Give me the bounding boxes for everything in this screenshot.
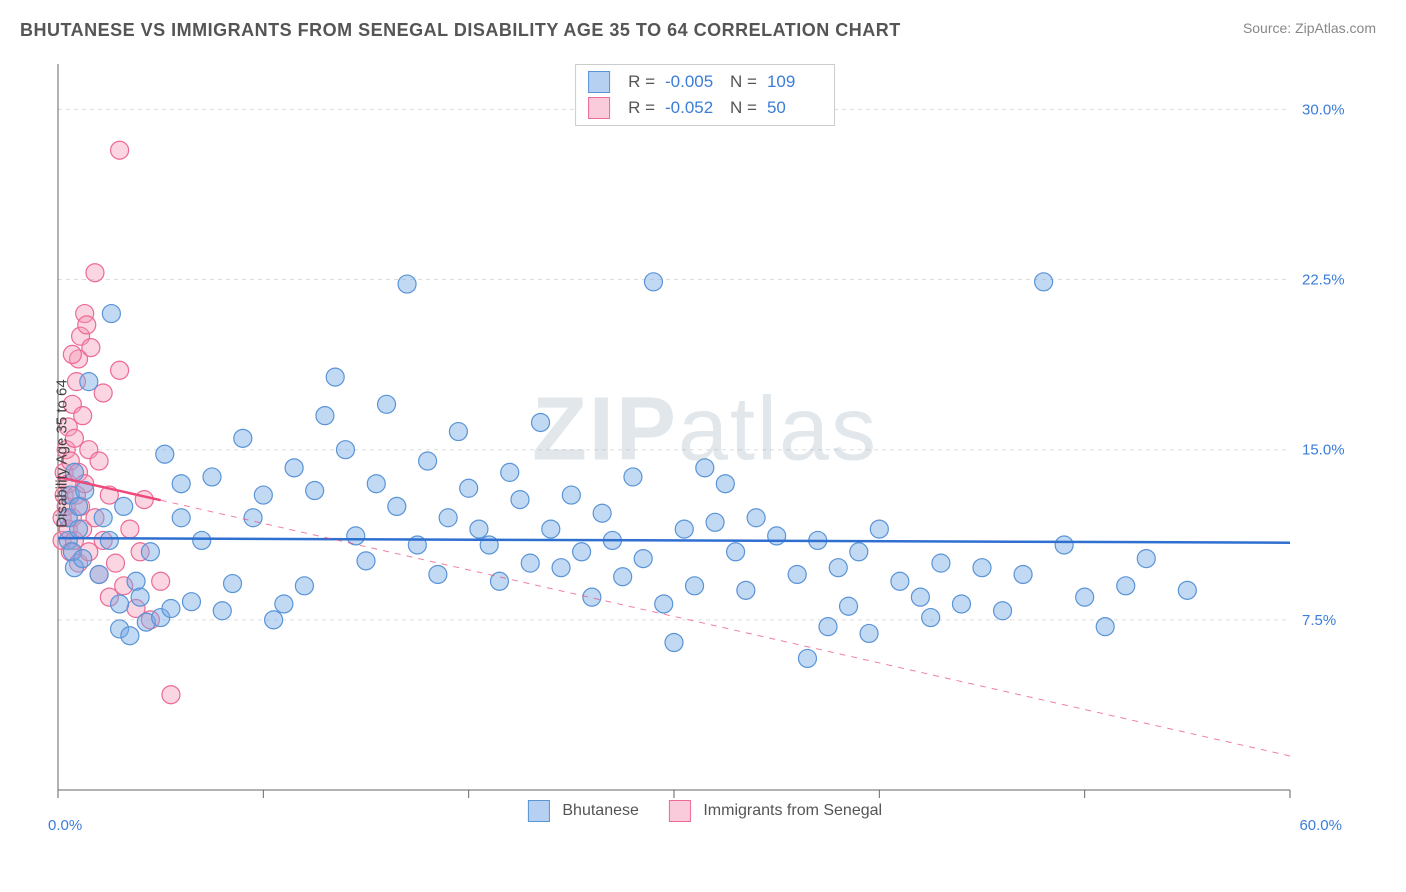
stats-legend-row: R = -0.052 N = 50 [588, 95, 822, 121]
chart-area: 7.5% 15.0% 22.5% 30.0% Disability Age 35 to… [50, 60, 1360, 830]
stat-r-value: -0.005 [665, 72, 720, 92]
svg-text:30.0%: 30.0% [1302, 101, 1345, 118]
legend-item: Immigrants from Senegal [669, 800, 882, 822]
x-axis-min-label: 0.0% [48, 817, 82, 834]
legend-item: Bhutanese [528, 800, 639, 822]
stats-legend-row: R = -0.005 N = 109 [588, 69, 822, 95]
svg-text:15.0%: 15.0% [1302, 442, 1345, 459]
source-attribution: Source: ZipAtlas.com [1243, 20, 1376, 36]
stats-legend: R = -0.005 N = 109 R = -0.052 N = 50 [575, 64, 835, 126]
stat-n-label: N = [730, 72, 757, 92]
stat-r-label: R = [628, 98, 655, 118]
y-axis-label: Disability Age 35 to 64 [54, 379, 71, 527]
legend-label: Bhutanese [562, 802, 639, 819]
scatter-chart-svg: 7.5% 15.0% 22.5% 30.0% [50, 60, 1360, 830]
stat-r-value: -0.052 [665, 98, 720, 118]
stat-n-value: 50 [767, 98, 822, 118]
legend-swatch-icon [588, 97, 610, 119]
legend-swatch-icon [588, 71, 610, 93]
series-legend: Bhutanese Immigrants from Senegal [528, 800, 882, 822]
x-axis-max-label: 60.0% [1299, 817, 1342, 834]
stat-n-label: N = [730, 98, 757, 118]
stat-r-label: R = [628, 72, 655, 92]
stat-n-value: 109 [767, 72, 822, 92]
legend-swatch-icon [669, 800, 691, 822]
legend-swatch-icon [528, 800, 550, 822]
chart-title: BHUTANESE VS IMMIGRANTS FROM SENEGAL DIS… [20, 20, 901, 41]
svg-text:7.5%: 7.5% [1302, 612, 1336, 629]
svg-text:22.5%: 22.5% [1302, 272, 1345, 289]
legend-label: Immigrants from Senegal [703, 802, 882, 819]
